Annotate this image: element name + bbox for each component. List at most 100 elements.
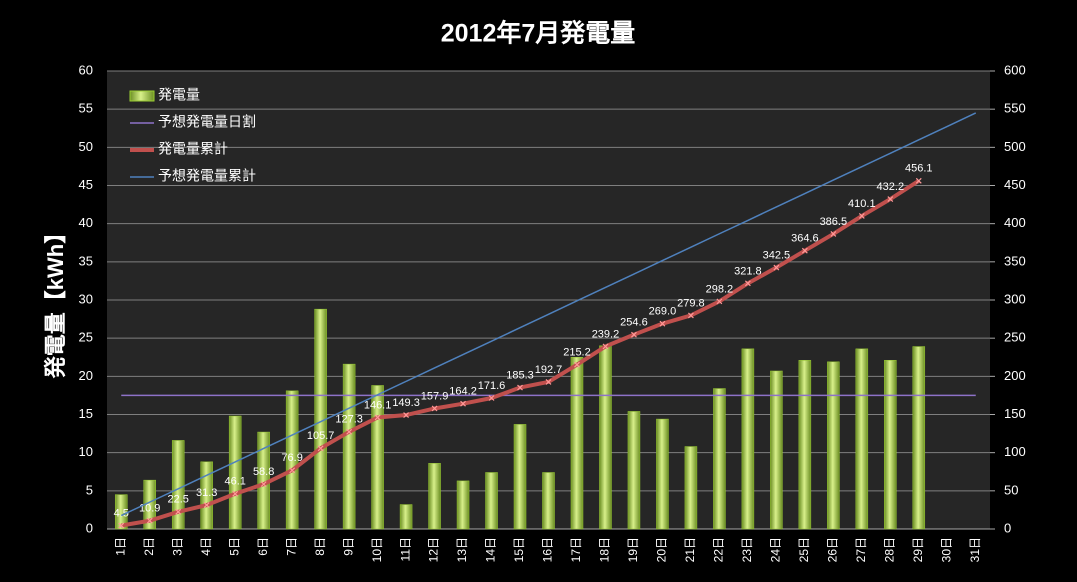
bar [656,418,669,530]
point-marker [317,445,324,452]
bar [285,390,299,530]
y2-tick-label: 100 [1004,444,1026,459]
x-tick-label: 25日 [797,537,811,562]
chart-title: 2012年7月発電量 [441,19,636,48]
x-tick-label: 18日 [598,537,612,562]
point-marker [118,522,125,529]
legend-label: 発電量 [158,87,200,103]
y-tick-label: 55 [79,101,93,116]
x-tick-label: 30日 [939,537,953,562]
point-marker [403,412,410,418]
x-tick-label: 31日 [968,537,982,562]
point-marker [602,343,609,350]
data-label: 10.9 [139,503,160,515]
x-tick-label: 4日 [199,537,213,556]
data-label: 239.2 [592,328,620,340]
point-marker [517,384,523,391]
data-label: 31.3 [196,487,217,499]
x-tick-label: 21日 [683,537,697,562]
point-marker [203,502,210,509]
point-marker [146,517,153,524]
x-tick-label: 11日 [398,537,412,561]
data-label: 149.3 [392,397,420,409]
y2-tick-label: 150 [1004,406,1026,421]
data-label: 171.6 [478,380,506,392]
x-tick-label: 28日 [882,537,896,562]
data-label: 342.5 [763,249,791,261]
y-tick-label: 5 [86,482,93,497]
bar [171,440,185,530]
point-marker [687,312,694,319]
data-label: 46.1 [224,476,245,488]
y2-tick-label: 0 [1004,520,1011,535]
bar [342,363,356,530]
legend-swatch [129,90,155,102]
data-label: 164.2 [449,386,477,398]
data-label: 146.1 [364,399,392,411]
y-axis-label: 発電量【kWh】 [43,222,68,379]
y2-tick-label: 50 [1004,482,1018,497]
point-marker [887,196,894,203]
y2-tick-label: 400 [1004,215,1026,230]
data-label: 432.2 [877,181,905,193]
bar [428,463,441,530]
data-label: 298.2 [706,283,734,295]
y2-tick-label: 600 [1004,62,1026,77]
bar [855,348,869,530]
point-marker [801,247,808,254]
point-marker [488,395,495,401]
data-label: 364.6 [791,233,819,245]
x-tick-label: 14日 [484,537,498,562]
y-tick-label: 10 [79,444,93,459]
bar [371,385,384,530]
data-label: 185.3 [506,369,534,381]
data-label: 254.6 [620,317,648,329]
legend-label: 予想発電量累計 [158,168,256,184]
x-tick-label: 16日 [541,537,555,562]
bar [713,388,726,530]
x-tick-label: 12日 [427,537,441,562]
data-label: 269.0 [649,306,677,318]
data-label: 386.5 [820,216,848,228]
line [120,112,977,517]
x-tick-label: 5日 [227,537,241,556]
x-tick-label: 20日 [655,537,669,562]
data-label: 192.7 [535,364,563,376]
y-tick-label: 0 [86,520,93,535]
x-tick-label: 23日 [740,537,754,562]
point-marker [659,320,666,327]
x-tick-label: 10日 [370,537,384,562]
legend-label: 予想発電量日割 [158,114,256,130]
x-tick-label: 7日 [284,537,298,556]
data-label: 279.8 [677,297,705,309]
bar [684,446,698,530]
x-tick-label: 17日 [569,537,583,562]
bar [827,361,840,530]
y-tick-label: 60 [79,62,93,77]
point-marker [260,481,267,488]
bar [741,348,755,530]
point-marker [858,213,865,219]
x-tick-label: 3日 [170,537,184,556]
point-marker [744,280,751,287]
bar [627,411,641,530]
point-marker [460,400,466,407]
y-tick-label: 35 [79,253,93,268]
y2-tick-label: 500 [1004,139,1026,154]
data-label: 105.7 [307,430,335,442]
point-marker [631,331,637,338]
bar [114,494,128,530]
y-tick-label: 30 [79,291,93,306]
bar [798,360,812,530]
y2-tick-label: 450 [1004,177,1026,192]
point-marker [545,378,552,385]
bar [228,415,242,530]
y-tick-label: 20 [79,368,93,383]
x-tick-label: 15日 [512,537,526,562]
x-tick-label: 29日 [911,537,925,562]
bar [770,370,783,530]
x-tick-label: 8日 [313,537,327,556]
y-tick-label: 15 [79,406,93,421]
data-label: 58.8 [253,466,274,478]
data-label: 157.9 [421,390,449,402]
